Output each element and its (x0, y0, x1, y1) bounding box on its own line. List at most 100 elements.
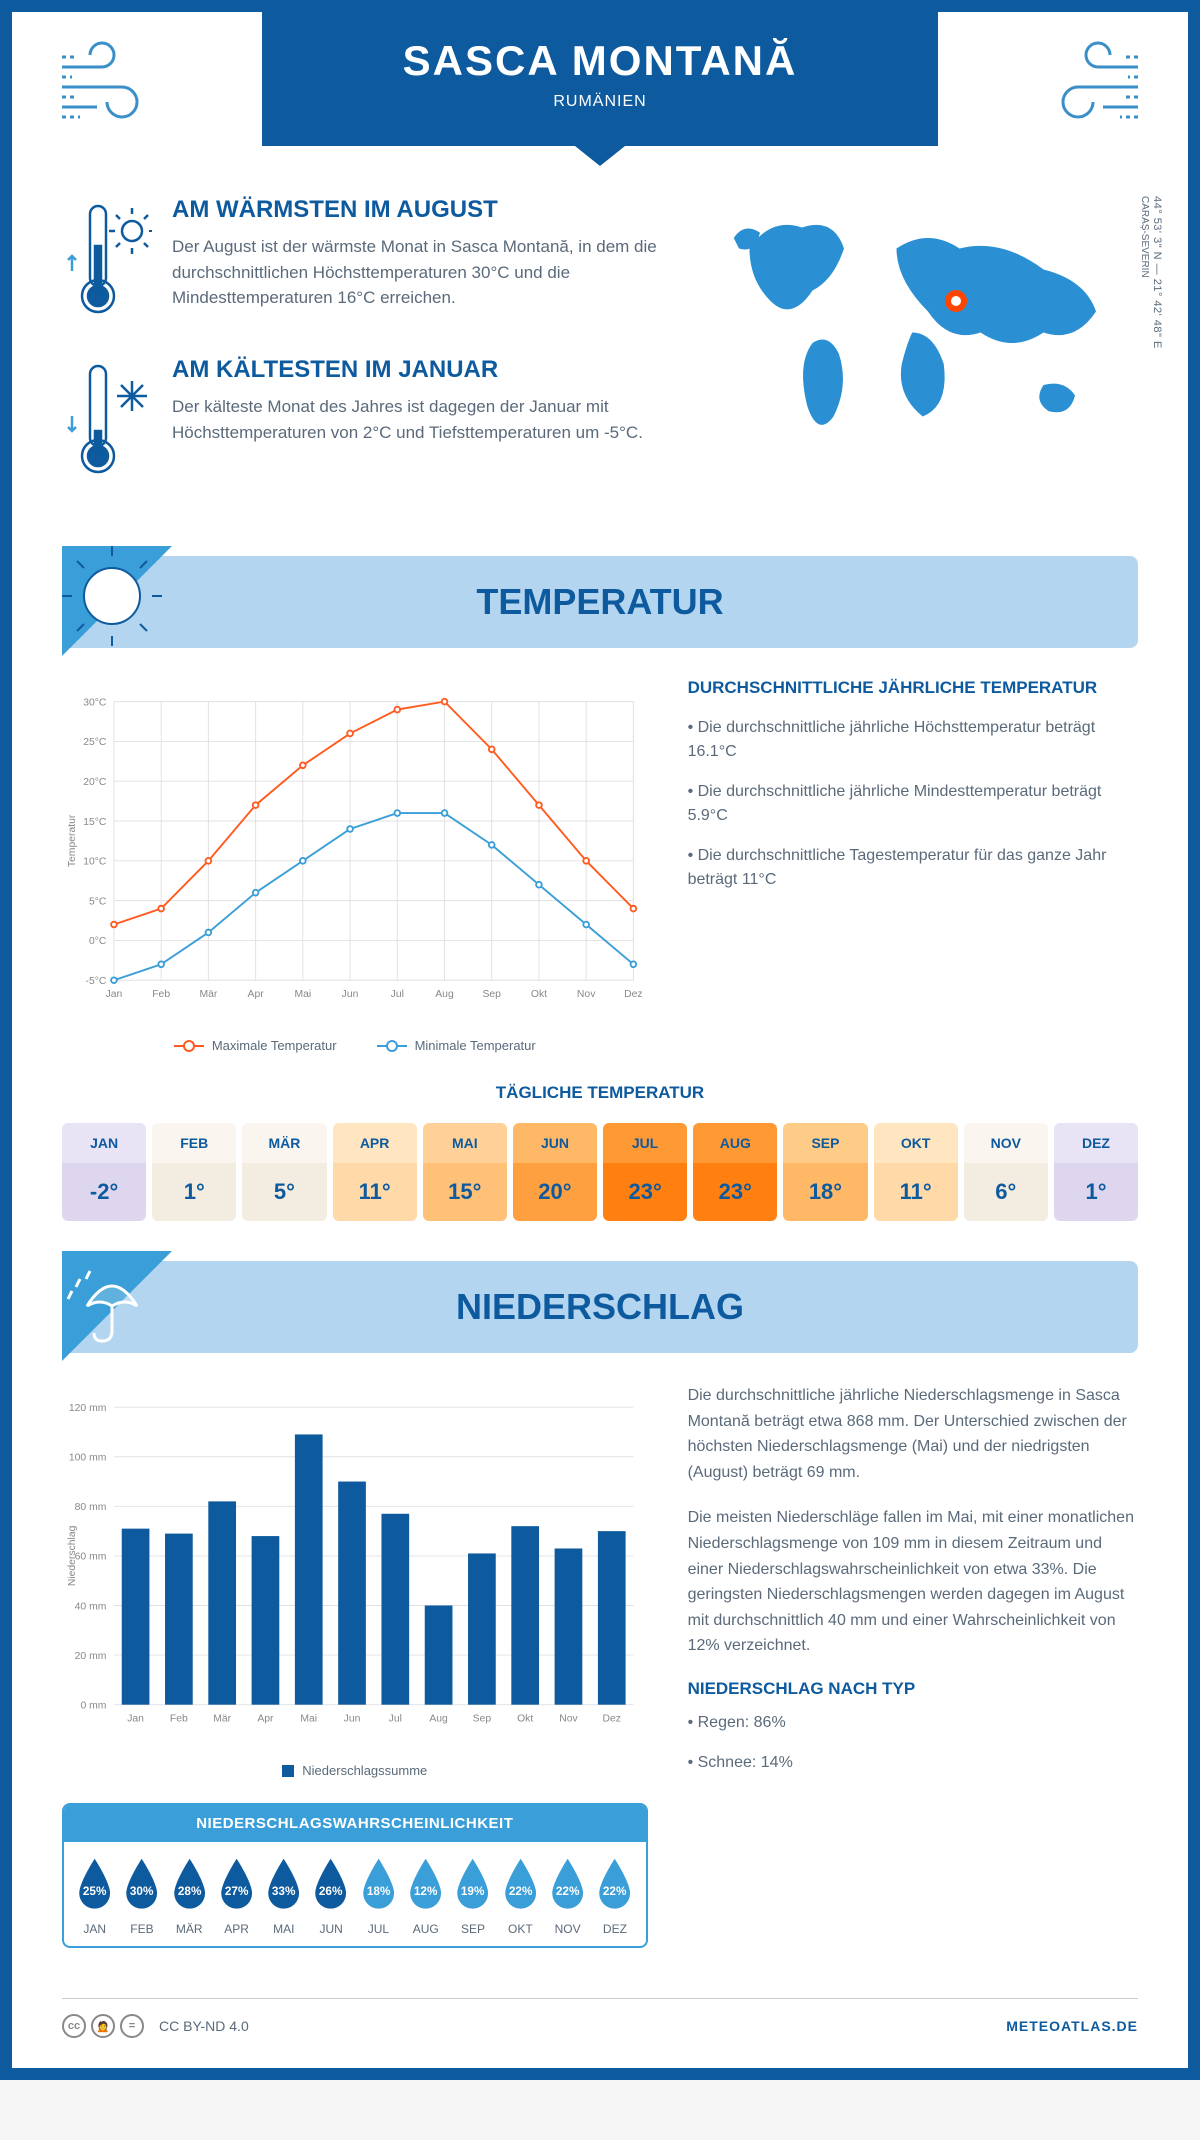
svg-text:Niederschlag: Niederschlag (67, 1525, 78, 1586)
svg-text:100 mm: 100 mm (69, 1453, 106, 1464)
precip-prob-cell: 12% AUG (403, 1857, 448, 1936)
precip-probability-box: NIEDERSCHLAGSWAHRSCHEINLICHKEIT 25% JAN … (62, 1803, 648, 1948)
precip-prob-cell: 22% OKT (498, 1857, 543, 1936)
precip-desc: Die durchschnittliche jährliche Niedersc… (688, 1383, 1138, 1485)
svg-text:28%: 28% (177, 1885, 201, 1898)
thermometer-hot-icon (62, 196, 152, 326)
svg-text:Feb: Feb (152, 989, 170, 1000)
sun-icon (62, 546, 172, 656)
temperature-title: TEMPERATUR (476, 581, 723, 622)
svg-text:Jan: Jan (106, 989, 123, 1000)
avg-temp-title: DURCHSCHNITTLICHE JÄHRLICHE TEMPERATUR (688, 678, 1138, 698)
svg-text:-5°C: -5°C (86, 976, 107, 987)
svg-text:15°C: 15°C (83, 817, 107, 828)
daily-temp-title: TÄGLICHE TEMPERATUR (62, 1083, 1138, 1103)
coldest-block: AM KÄLTESTEN IM JANUAR Der kälteste Mona… (62, 356, 678, 486)
svg-text:Jul: Jul (391, 989, 404, 1000)
location-pin-icon (945, 290, 967, 312)
raindrop-icon: 18% (356, 1857, 401, 1911)
raindrop-icon: 33% (261, 1857, 306, 1911)
license-badges: cc 🙍 = CC BY-ND 4.0 (62, 2014, 249, 2038)
legend-min-temp: Minimale Temperatur (415, 1038, 536, 1053)
license-text: CC BY-ND 4.0 (159, 2018, 249, 2034)
svg-text:Mai: Mai (294, 989, 311, 1000)
world-map: CARAȘ-SEVERIN 44° 53' 3" N — 21° 42' 48"… (718, 196, 1138, 464)
warmest-desc: Der August ist der wärmste Monat in Sasc… (172, 234, 678, 311)
precip-prob-cell: 30% FEB (119, 1857, 164, 1936)
svg-text:Mai: Mai (300, 1714, 317, 1725)
precip-prob-cell: 28% MÄR (167, 1857, 212, 1936)
warmest-block: AM WÄRMSTEN IM AUGUST Der August ist der… (62, 196, 678, 326)
legend-precip-sum: Niederschlagssumme (302, 1763, 427, 1778)
umbrella-icon (62, 1251, 172, 1361)
precipitation-legend: Niederschlagssumme (62, 1763, 648, 1778)
temp-bullet: • Die durchschnittliche Tagestemperatur … (688, 844, 1138, 892)
svg-text:Apr: Apr (248, 989, 265, 1000)
svg-text:18%: 18% (367, 1885, 391, 1898)
svg-text:Dez: Dez (603, 1714, 621, 1725)
infographic-page: SASCA MONTANĂ RUMÄNIEN AM WÄRMSTEN IM AU… (0, 0, 1200, 2080)
coldest-title: AM KÄLTESTEN IM JANUAR (172, 356, 678, 384)
precip-prob-cell: 33% MAI (261, 1857, 306, 1936)
svg-text:26%: 26% (319, 1885, 343, 1898)
daily-temp-grid: JAN -2° FEB 1° MÄR 5° APR 11° MAI 15° JU… (62, 1123, 1138, 1221)
svg-text:20 mm: 20 mm (75, 1651, 107, 1662)
thermometer-cold-icon (62, 356, 152, 486)
svg-text:120 mm: 120 mm (69, 1403, 106, 1414)
svg-text:5°C: 5°C (89, 896, 107, 907)
precipitation-section-header: NIEDERSCHLAG (62, 1261, 1138, 1353)
temperature-legend: Maximale Temperatur Minimale Temperatur (62, 1038, 648, 1053)
precipitation-bar-chart: 0 mm20 mm40 mm60 mm80 mm100 mm120 mmJanF… (62, 1383, 648, 1948)
raindrop-icon: 22% (592, 1857, 637, 1911)
svg-text:33%: 33% (272, 1885, 296, 1898)
svg-text:60 mm: 60 mm (75, 1552, 107, 1563)
svg-text:12%: 12% (414, 1885, 438, 1898)
nd-icon: = (120, 2014, 144, 2038)
warmest-title: AM WÄRMSTEN IM AUGUST (172, 196, 678, 224)
daily-temp-cell: FEB 1° (152, 1123, 236, 1221)
precip-prob-cell: 27% APR (214, 1857, 259, 1936)
svg-text:0 mm: 0 mm (80, 1700, 106, 1711)
svg-text:Mär: Mär (199, 989, 217, 1000)
svg-text:27%: 27% (225, 1885, 249, 1898)
precip-prob-cell: 22% DEZ (592, 1857, 637, 1936)
svg-text:Nov: Nov (577, 989, 596, 1000)
svg-text:Mär: Mär (213, 1714, 231, 1725)
precip-prob-cell: 26% JUN (308, 1857, 353, 1936)
precip-type-bullet: • Regen: 86% (688, 1711, 1138, 1735)
temperature-summary: DURCHSCHNITTLICHE JÄHRLICHE TEMPERATUR •… (688, 678, 1138, 908)
svg-text:Apr: Apr (257, 1714, 274, 1725)
raindrop-icon: 19% (450, 1857, 495, 1911)
temp-bullet: • Die durchschnittliche jährliche Mindes… (688, 780, 1138, 828)
precip-prob-cell: 22% NOV (545, 1857, 590, 1936)
header-row: AM WÄRMSTEN IM AUGUST Der August ist der… (62, 196, 1138, 516)
temp-bullet: • Die durchschnittliche jährliche Höchst… (688, 716, 1138, 764)
svg-text:30%: 30% (130, 1885, 154, 1898)
raindrop-icon: 25% (72, 1857, 117, 1911)
cc-icon: cc (62, 2014, 86, 2038)
daily-temp-cell: DEZ 1° (1054, 1123, 1138, 1221)
precip-type-bullet: • Schnee: 14% (688, 1751, 1138, 1775)
temperature-section-header: TEMPERATUR (62, 556, 1138, 648)
svg-text:19%: 19% (461, 1885, 485, 1898)
svg-text:Okt: Okt (531, 989, 547, 1000)
svg-text:Okt: Okt (517, 1714, 533, 1725)
svg-text:Temperatur: Temperatur (67, 814, 78, 867)
svg-text:Aug: Aug (429, 1714, 448, 1725)
brand-label: METEOATLAS.DE (1006, 2018, 1138, 2034)
country-subtitle: RUMÄNIEN (262, 93, 938, 111)
wind-icon-right (1028, 37, 1148, 137)
title-banner: SASCA MONTANĂ RUMÄNIEN (262, 12, 938, 146)
precip-type-title: NIEDERSCHLAG NACH TYP (688, 1679, 1138, 1699)
daily-temp-cell: NOV 6° (964, 1123, 1048, 1221)
svg-text:Jan: Jan (127, 1714, 144, 1725)
precip-prob-title: NIEDERSCHLAGSWAHRSCHEINLICHKEIT (64, 1805, 646, 1842)
by-icon: 🙍 (91, 2014, 115, 2038)
wind-icon-left (52, 37, 172, 137)
svg-text:22%: 22% (603, 1885, 627, 1898)
daily-temp-cell: JAN -2° (62, 1123, 146, 1221)
daily-temp-cell: JUL 23° (603, 1123, 687, 1221)
daily-temp-cell: MAI 15° (423, 1123, 507, 1221)
svg-text:30°C: 30°C (83, 697, 107, 708)
daily-temp-cell: JUN 20° (513, 1123, 597, 1221)
